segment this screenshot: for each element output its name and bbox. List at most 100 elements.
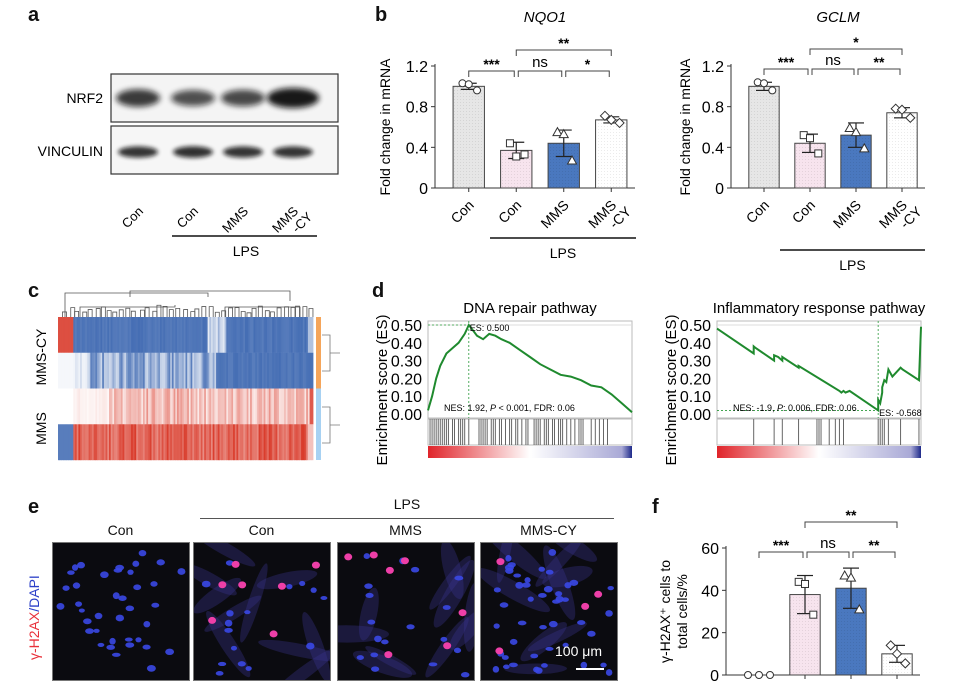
heatmap-cell — [126, 317, 129, 353]
heatmap-cell — [149, 317, 152, 353]
heatmap-cell — [143, 388, 146, 425]
dendro-leaf — [118, 309, 124, 317]
dendro-leaf — [74, 310, 80, 317]
data-point-triangle — [845, 572, 857, 582]
dapi-nucleus — [410, 566, 420, 573]
heatmap-cell — [132, 317, 135, 353]
heatmap-cell — [297, 317, 300, 353]
dendro-branch — [79, 305, 176, 317]
cell-body — [449, 607, 474, 650]
dendro-leaf — [201, 306, 207, 317]
heatmap-cell — [134, 424, 137, 461]
dapi-nucleus — [577, 620, 586, 625]
heatmap-cell — [98, 424, 101, 461]
heatmap-cell — [289, 388, 292, 425]
heatmap-cell — [222, 317, 225, 353]
dapi-nucleus — [605, 669, 613, 676]
heatmap-cell — [165, 352, 168, 389]
row-dendrogram — [322, 334, 340, 444]
dapi-nucleus — [508, 662, 518, 668]
heatmap-cell — [290, 352, 293, 389]
heatmap-cell — [262, 317, 265, 353]
heatmap-cell — [307, 424, 310, 461]
heatmap-cell — [270, 352, 273, 389]
heatmap-cell — [81, 352, 84, 389]
dapi-nucleus — [363, 553, 371, 560]
heatmap-cell — [163, 317, 166, 353]
x-tick-label: Con — [789, 197, 818, 226]
gsea-stats: NES: 1.92, P < 0.001, FDR: 0.06 — [444, 403, 575, 413]
heatmap-cell — [222, 424, 225, 461]
heatmap-cell — [107, 352, 110, 389]
cell-body — [463, 582, 474, 652]
heatmap-cell — [205, 317, 208, 353]
heatmap-cell — [256, 352, 259, 389]
heatmap-cell — [180, 317, 183, 353]
micrograph-lps-mmscy — [480, 542, 618, 681]
significance-label: ** — [558, 35, 569, 51]
heatmap-cell — [284, 388, 287, 425]
heatmap-cell — [158, 388, 161, 425]
dapi-nucleus — [142, 644, 151, 650]
group-bar-mmscy — [316, 317, 321, 389]
heatmap-cell — [149, 352, 152, 389]
heatmap-cell — [236, 388, 239, 425]
heatmap-cell — [127, 388, 130, 425]
dapi-nucleus — [561, 597, 569, 602]
blot-row-label-vinculin: VINCULIN — [38, 143, 103, 159]
heatmap-cell — [161, 388, 164, 425]
heatmap-cell — [143, 352, 146, 389]
heatmap-cell — [292, 352, 295, 389]
heatmap-cell — [59, 352, 62, 389]
heatmap-cell — [120, 317, 123, 353]
heatmap-cell — [275, 388, 278, 425]
dapi-nucleus — [62, 585, 70, 591]
dendro-leaf — [269, 311, 275, 317]
dapi-nucleus — [555, 595, 564, 603]
heatmap-cell — [192, 424, 195, 461]
significance-label: ns — [532, 54, 548, 71]
heatmap-cell — [85, 388, 88, 425]
heatmap-cell — [71, 388, 74, 425]
dapi-nucleus — [548, 620, 558, 628]
gsea-y-tick-label: 0.10 — [680, 389, 711, 406]
heatmap-cell — [311, 424, 314, 461]
gsea-title: DNA repair pathway — [463, 300, 597, 317]
heatmap-cell — [231, 424, 234, 461]
heatmap-cell — [185, 352, 188, 389]
heatmap-cell — [151, 317, 154, 353]
heatmap-cell — [243, 352, 246, 389]
heatmap-cell — [127, 317, 130, 353]
dapi-nucleus — [135, 637, 142, 643]
heatmap-cell — [76, 352, 79, 389]
dapi-nucleus — [428, 662, 438, 667]
heatmap-cell — [76, 424, 79, 461]
heatmap-cell — [253, 352, 256, 389]
heatmap-cell — [248, 317, 251, 353]
dapi-nucleus — [118, 595, 127, 602]
heatmap-cell — [90, 352, 93, 389]
dendro-leaf — [295, 305, 300, 317]
heatmap-cell — [289, 317, 292, 353]
significance-label: *** — [773, 537, 790, 553]
heatmap-cell — [154, 352, 157, 389]
gh2ax-nucleus — [443, 642, 452, 650]
gsea-stats-prefix: NES: 1.92, — [444, 403, 490, 413]
heatmap-cell — [194, 317, 197, 353]
significance-label: ** — [846, 507, 857, 523]
heatmap-cell — [270, 317, 273, 353]
heatmap-cell — [280, 352, 283, 389]
heatmap-cell — [188, 317, 191, 353]
heatmap-cell — [100, 352, 103, 389]
heatmap-cell — [195, 424, 198, 461]
gclm-bar-chart: 0 0.4 0.8 1.2 Fold change in mRNA GCLM Con Con M… — [677, 9, 925, 273]
heatmap-cell — [75, 424, 78, 461]
gsea-y-tick-label: 0.40 — [391, 336, 422, 353]
heatmap-cell — [267, 352, 270, 389]
dapi-nucleus — [215, 671, 224, 676]
gsea-y-tick-label: 0.50 — [391, 318, 422, 335]
dendro-leaf — [82, 311, 88, 317]
micro-title-lps-mmscy: MMS-CY — [520, 522, 577, 538]
heatmap-cell — [120, 424, 123, 461]
heatmap-cell — [273, 424, 276, 461]
